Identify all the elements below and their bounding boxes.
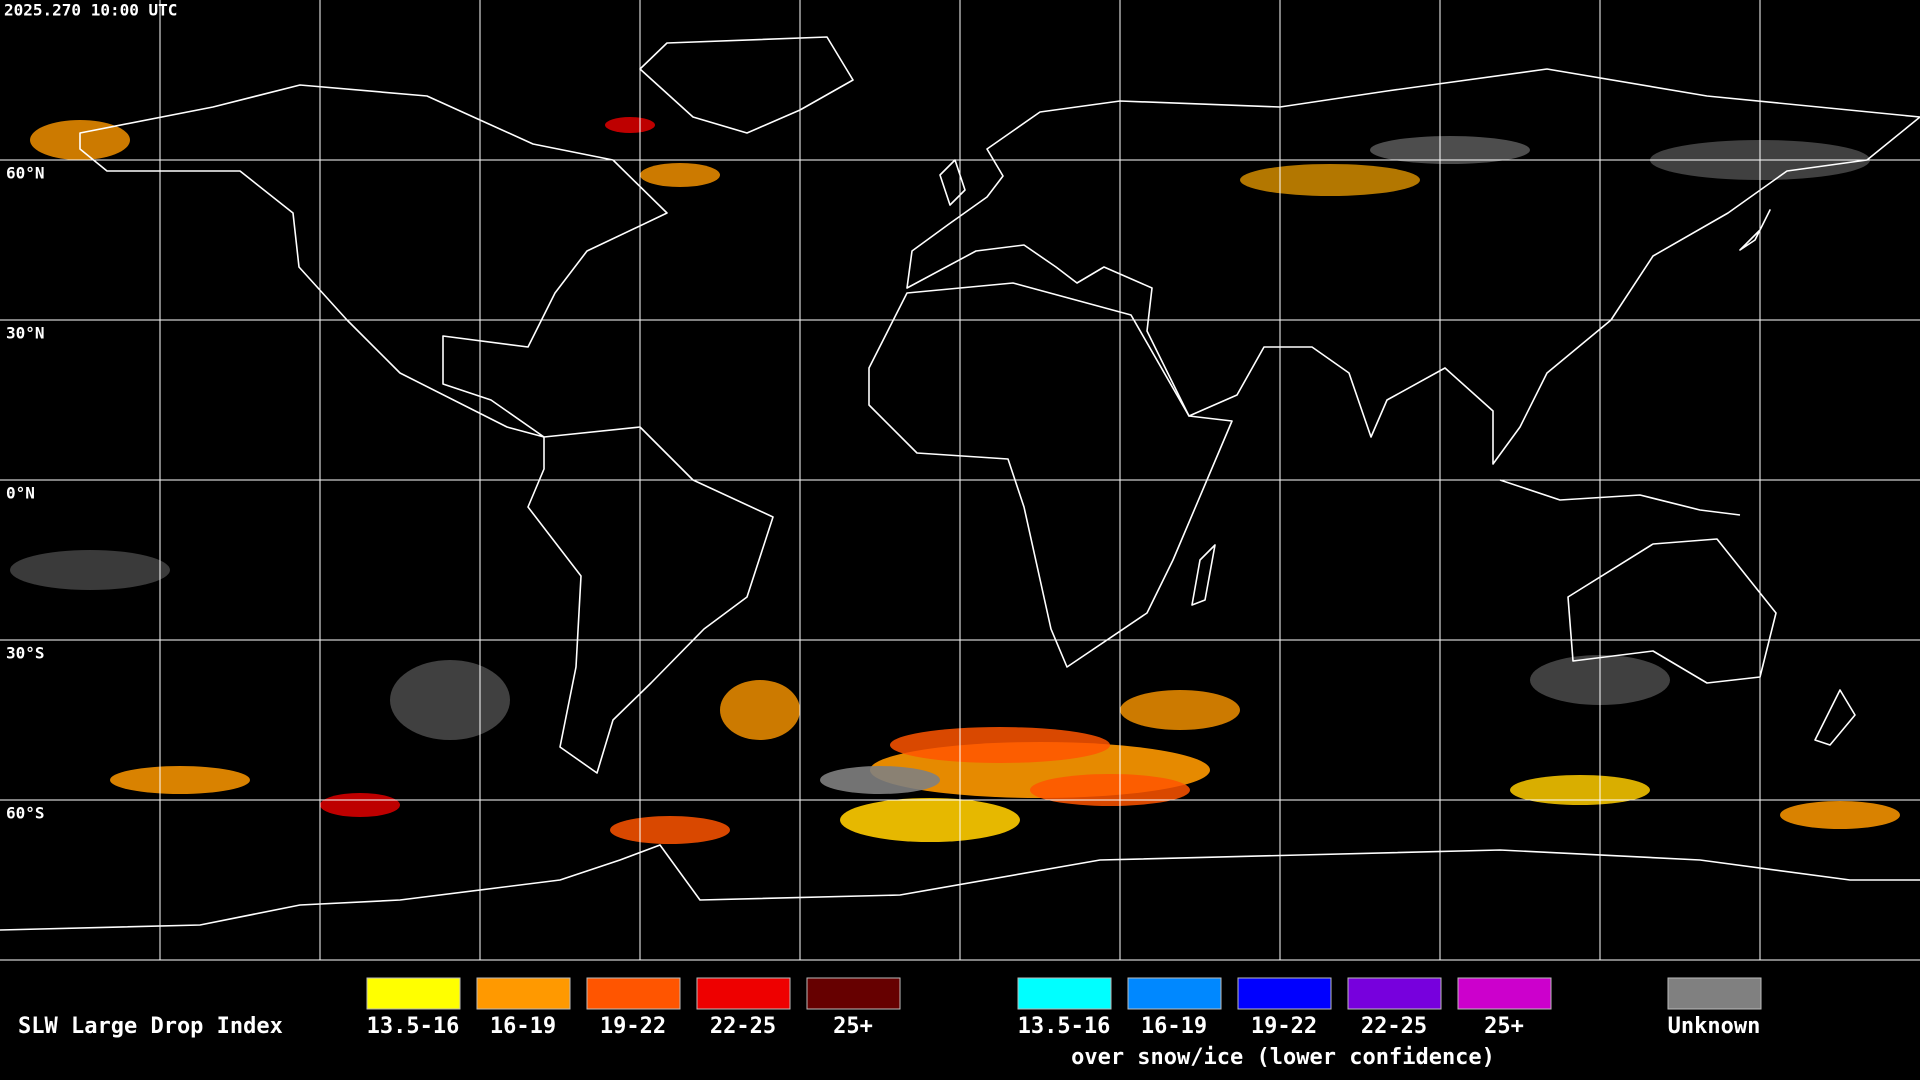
timestamp: 2025.270 10:00 UTC (4, 1, 177, 20)
legend-label: 25+ (1484, 1014, 1524, 1039)
legend-label: 19-22 (600, 1014, 666, 1039)
legend-label: 13.5-16 (367, 1014, 460, 1039)
latitude-label: 30°N (6, 324, 45, 343)
japan (1739, 209, 1771, 251)
legend-label: 22-25 (710, 1014, 776, 1039)
greenland (639, 36, 854, 134)
new-zealand (1814, 689, 1856, 746)
cloud-region (1030, 774, 1190, 806)
latitude-label: 60°S (6, 804, 45, 823)
legend-swatch (586, 977, 681, 1010)
cloud-region (1780, 801, 1900, 829)
legend-swatch (366, 977, 461, 1010)
cloud-region (610, 816, 730, 844)
legend-label: Unknown (1668, 1014, 1761, 1039)
indonesia (1499, 479, 1741, 516)
cloud-region (605, 117, 655, 133)
south-america (527, 426, 774, 774)
cloud-region (640, 163, 720, 187)
graticule (0, 0, 1920, 961)
latitude-labels: 60°N 30°N 0°N 30°S 60°S (6, 164, 45, 823)
cloud-region (1240, 164, 1420, 196)
legend-swatch (806, 977, 901, 1010)
north-america (79, 84, 668, 438)
legend-title: SLW Large Drop Index (18, 1014, 283, 1039)
cloud-region (720, 680, 800, 740)
coastlines (0, 36, 1920, 931)
legend-label: 13.5-16 (1018, 1014, 1111, 1039)
legend-swatch (476, 977, 571, 1010)
legend-swatch (1667, 977, 1762, 1010)
legend-swatch (1457, 977, 1552, 1010)
cloud-region (110, 766, 250, 794)
cloud-region (820, 766, 940, 794)
legend: SLW Large Drop Index over snow/ice (lowe… (18, 977, 1762, 1070)
legend-caption: over snow/ice (lower confidence) (1071, 1045, 1495, 1070)
latitude-label: 30°S (6, 644, 45, 663)
cloud-region (1510, 775, 1650, 805)
legend-label: 22-25 (1361, 1014, 1427, 1039)
cloud-region (10, 550, 170, 590)
legend-swatch (1017, 977, 1112, 1010)
eurasia (906, 68, 1920, 465)
cloud-region (1370, 136, 1530, 164)
latitude-label: 0°N (6, 484, 35, 503)
legend-swatch (1347, 977, 1442, 1010)
cloud-region (1120, 690, 1240, 730)
legend-label: 16-19 (1141, 1014, 1207, 1039)
british-isles (939, 159, 966, 206)
cloud-region (320, 793, 400, 817)
cloud-region (390, 660, 510, 740)
cloud-region (840, 798, 1020, 842)
madagascar (1191, 544, 1216, 606)
legend-swatch (1127, 977, 1222, 1010)
legend-label: 19-22 (1251, 1014, 1317, 1039)
africa (868, 282, 1233, 668)
legend-label: 16-19 (490, 1014, 556, 1039)
latitude-label: 60°N (6, 164, 45, 183)
legend-swatch (1237, 977, 1332, 1010)
cloud-region (890, 727, 1110, 763)
legend-label: 25+ (833, 1014, 873, 1039)
antarctica (0, 844, 1920, 931)
legend-swatch (696, 977, 791, 1010)
